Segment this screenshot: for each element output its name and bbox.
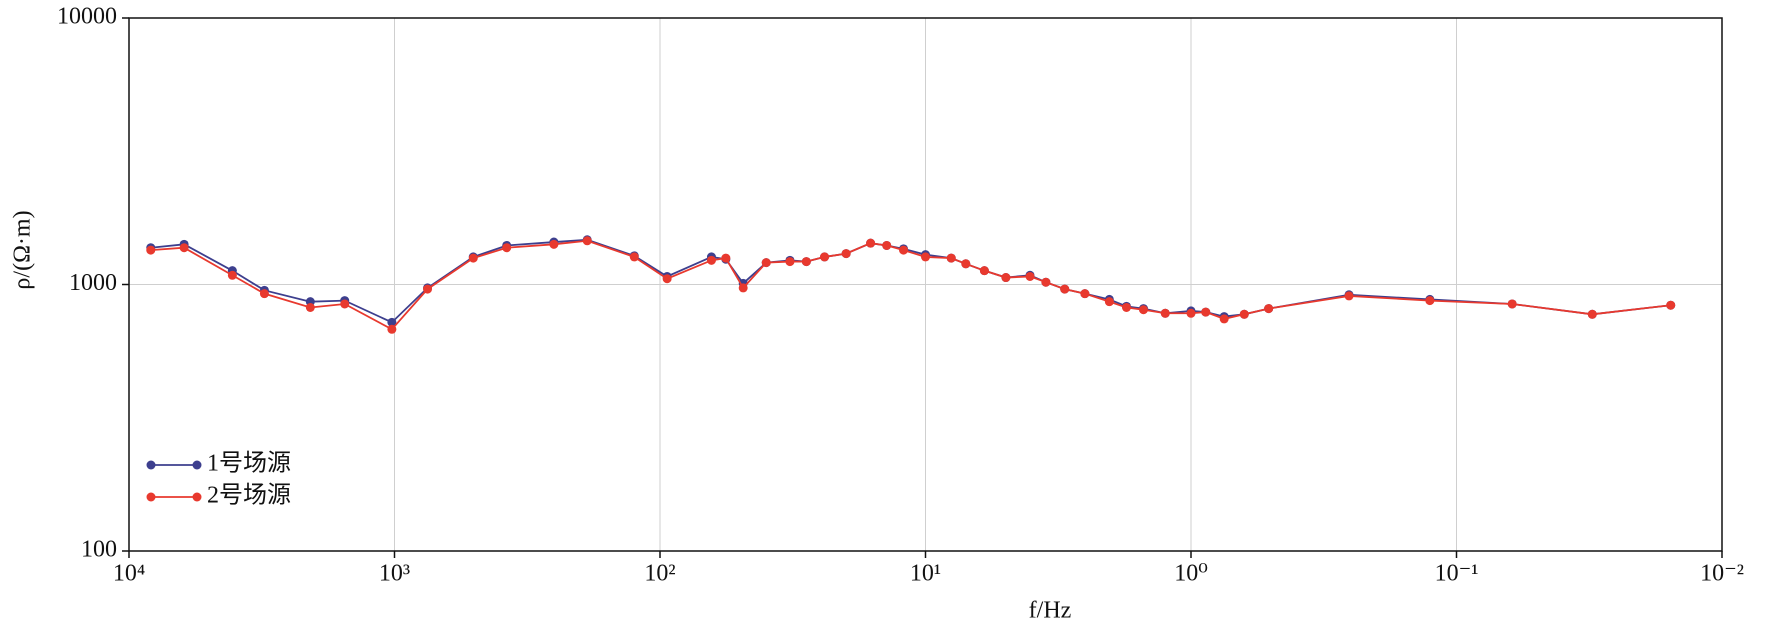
data-point bbox=[721, 253, 731, 263]
x-tick-label: 10⁴ bbox=[113, 561, 145, 587]
data-point bbox=[1104, 297, 1114, 307]
legend-marker bbox=[192, 460, 202, 470]
data-point bbox=[1121, 302, 1131, 312]
data-point bbox=[979, 266, 989, 276]
data-point bbox=[259, 289, 269, 299]
x-tick-label: 10⁰ bbox=[1174, 561, 1208, 587]
data-point bbox=[738, 283, 748, 293]
data-point bbox=[502, 243, 512, 253]
data-point bbox=[1201, 307, 1211, 317]
data-point bbox=[1425, 296, 1435, 306]
data-point bbox=[1239, 309, 1249, 319]
data-point bbox=[820, 252, 830, 262]
data-point bbox=[1219, 314, 1229, 324]
data-point bbox=[629, 252, 639, 262]
x-tick-label: 10² bbox=[644, 561, 675, 587]
data-point bbox=[340, 299, 350, 309]
legend-marker bbox=[146, 492, 156, 502]
data-point bbox=[423, 284, 433, 294]
legend-marker bbox=[146, 460, 156, 470]
legend-marker bbox=[192, 492, 202, 502]
data-point bbox=[1507, 299, 1517, 309]
plot-frame bbox=[128, 17, 1723, 552]
data-point bbox=[921, 252, 930, 262]
x-axis-label: f/Hz bbox=[1029, 598, 1072, 624]
data-point bbox=[468, 253, 478, 263]
data-point bbox=[387, 324, 397, 334]
legend-label: 2号场源 bbox=[207, 482, 291, 509]
data-point bbox=[1060, 284, 1070, 294]
data-point bbox=[1160, 308, 1170, 318]
y-tick-label: 100 bbox=[81, 537, 117, 563]
data-point bbox=[801, 257, 811, 267]
x-tick-label: 10¹ bbox=[910, 561, 941, 587]
y-tick-label: 10000 bbox=[57, 4, 117, 30]
data-point bbox=[841, 249, 851, 259]
y-tick-label: 1000 bbox=[69, 270, 117, 296]
x-tick-label: 10⁻² bbox=[1700, 561, 1744, 587]
y-axis-label: ρ/(Ω·m) bbox=[10, 210, 36, 289]
data-point bbox=[387, 317, 397, 327]
data-point bbox=[899, 245, 909, 255]
x-tick-label: 10³ bbox=[379, 561, 410, 587]
data-point bbox=[227, 270, 237, 280]
data-point bbox=[1587, 309, 1597, 319]
data-point bbox=[946, 253, 956, 263]
data-point bbox=[1025, 271, 1035, 281]
data-point bbox=[549, 239, 559, 249]
data-point bbox=[1186, 308, 1196, 318]
x-tick-label: 10⁻¹ bbox=[1435, 561, 1479, 587]
data-point bbox=[305, 302, 315, 312]
data-point bbox=[866, 238, 876, 248]
data-point bbox=[1080, 289, 1090, 299]
data-point bbox=[785, 257, 795, 267]
data-point bbox=[761, 258, 771, 268]
legend-label: 1号场源 bbox=[207, 450, 291, 477]
data-point bbox=[1138, 305, 1148, 315]
data-point bbox=[582, 236, 592, 246]
data-point bbox=[1041, 277, 1051, 287]
data-point bbox=[1001, 273, 1011, 283]
data-point bbox=[961, 259, 971, 269]
data-point bbox=[882, 240, 892, 250]
data-point bbox=[1264, 304, 1274, 314]
data-point bbox=[146, 245, 156, 255]
data-point bbox=[1344, 291, 1354, 301]
data-point bbox=[706, 255, 716, 265]
data-point bbox=[1666, 300, 1676, 310]
data-point bbox=[179, 243, 189, 253]
data-point bbox=[662, 274, 672, 284]
